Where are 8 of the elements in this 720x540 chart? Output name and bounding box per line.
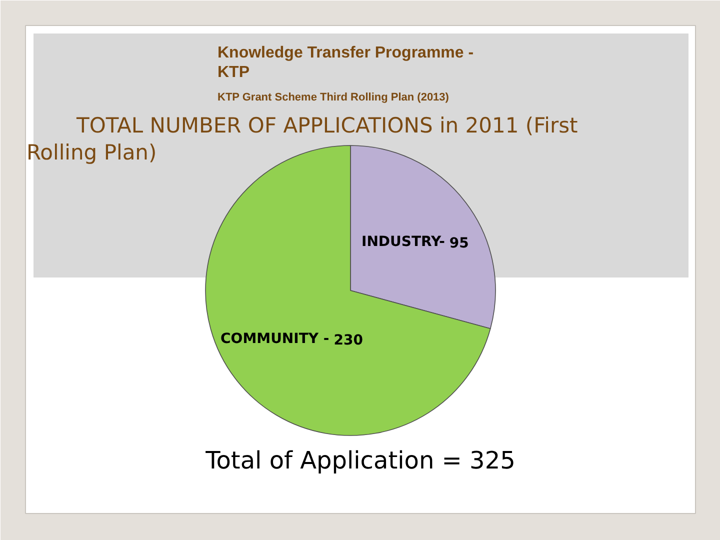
data-label: 230 [334,332,364,348]
text: Total of Application = 325 [204,446,516,474]
text: TOTAL NUMBER OF APPLICATIONS in 2011 (First Rolling Plan) [26,114,578,164]
slice-label: INDUSTRY- [361,234,446,250]
chart-title: Knowledge Transfer Programme - KTP [218,44,474,82]
slice-label: COMMUNITY - [220,330,330,347]
chart-subtitle: KTP Grant Scheme Third Rolling Plan (2013) [218,92,450,104]
data-label: 95 [449,236,469,252]
